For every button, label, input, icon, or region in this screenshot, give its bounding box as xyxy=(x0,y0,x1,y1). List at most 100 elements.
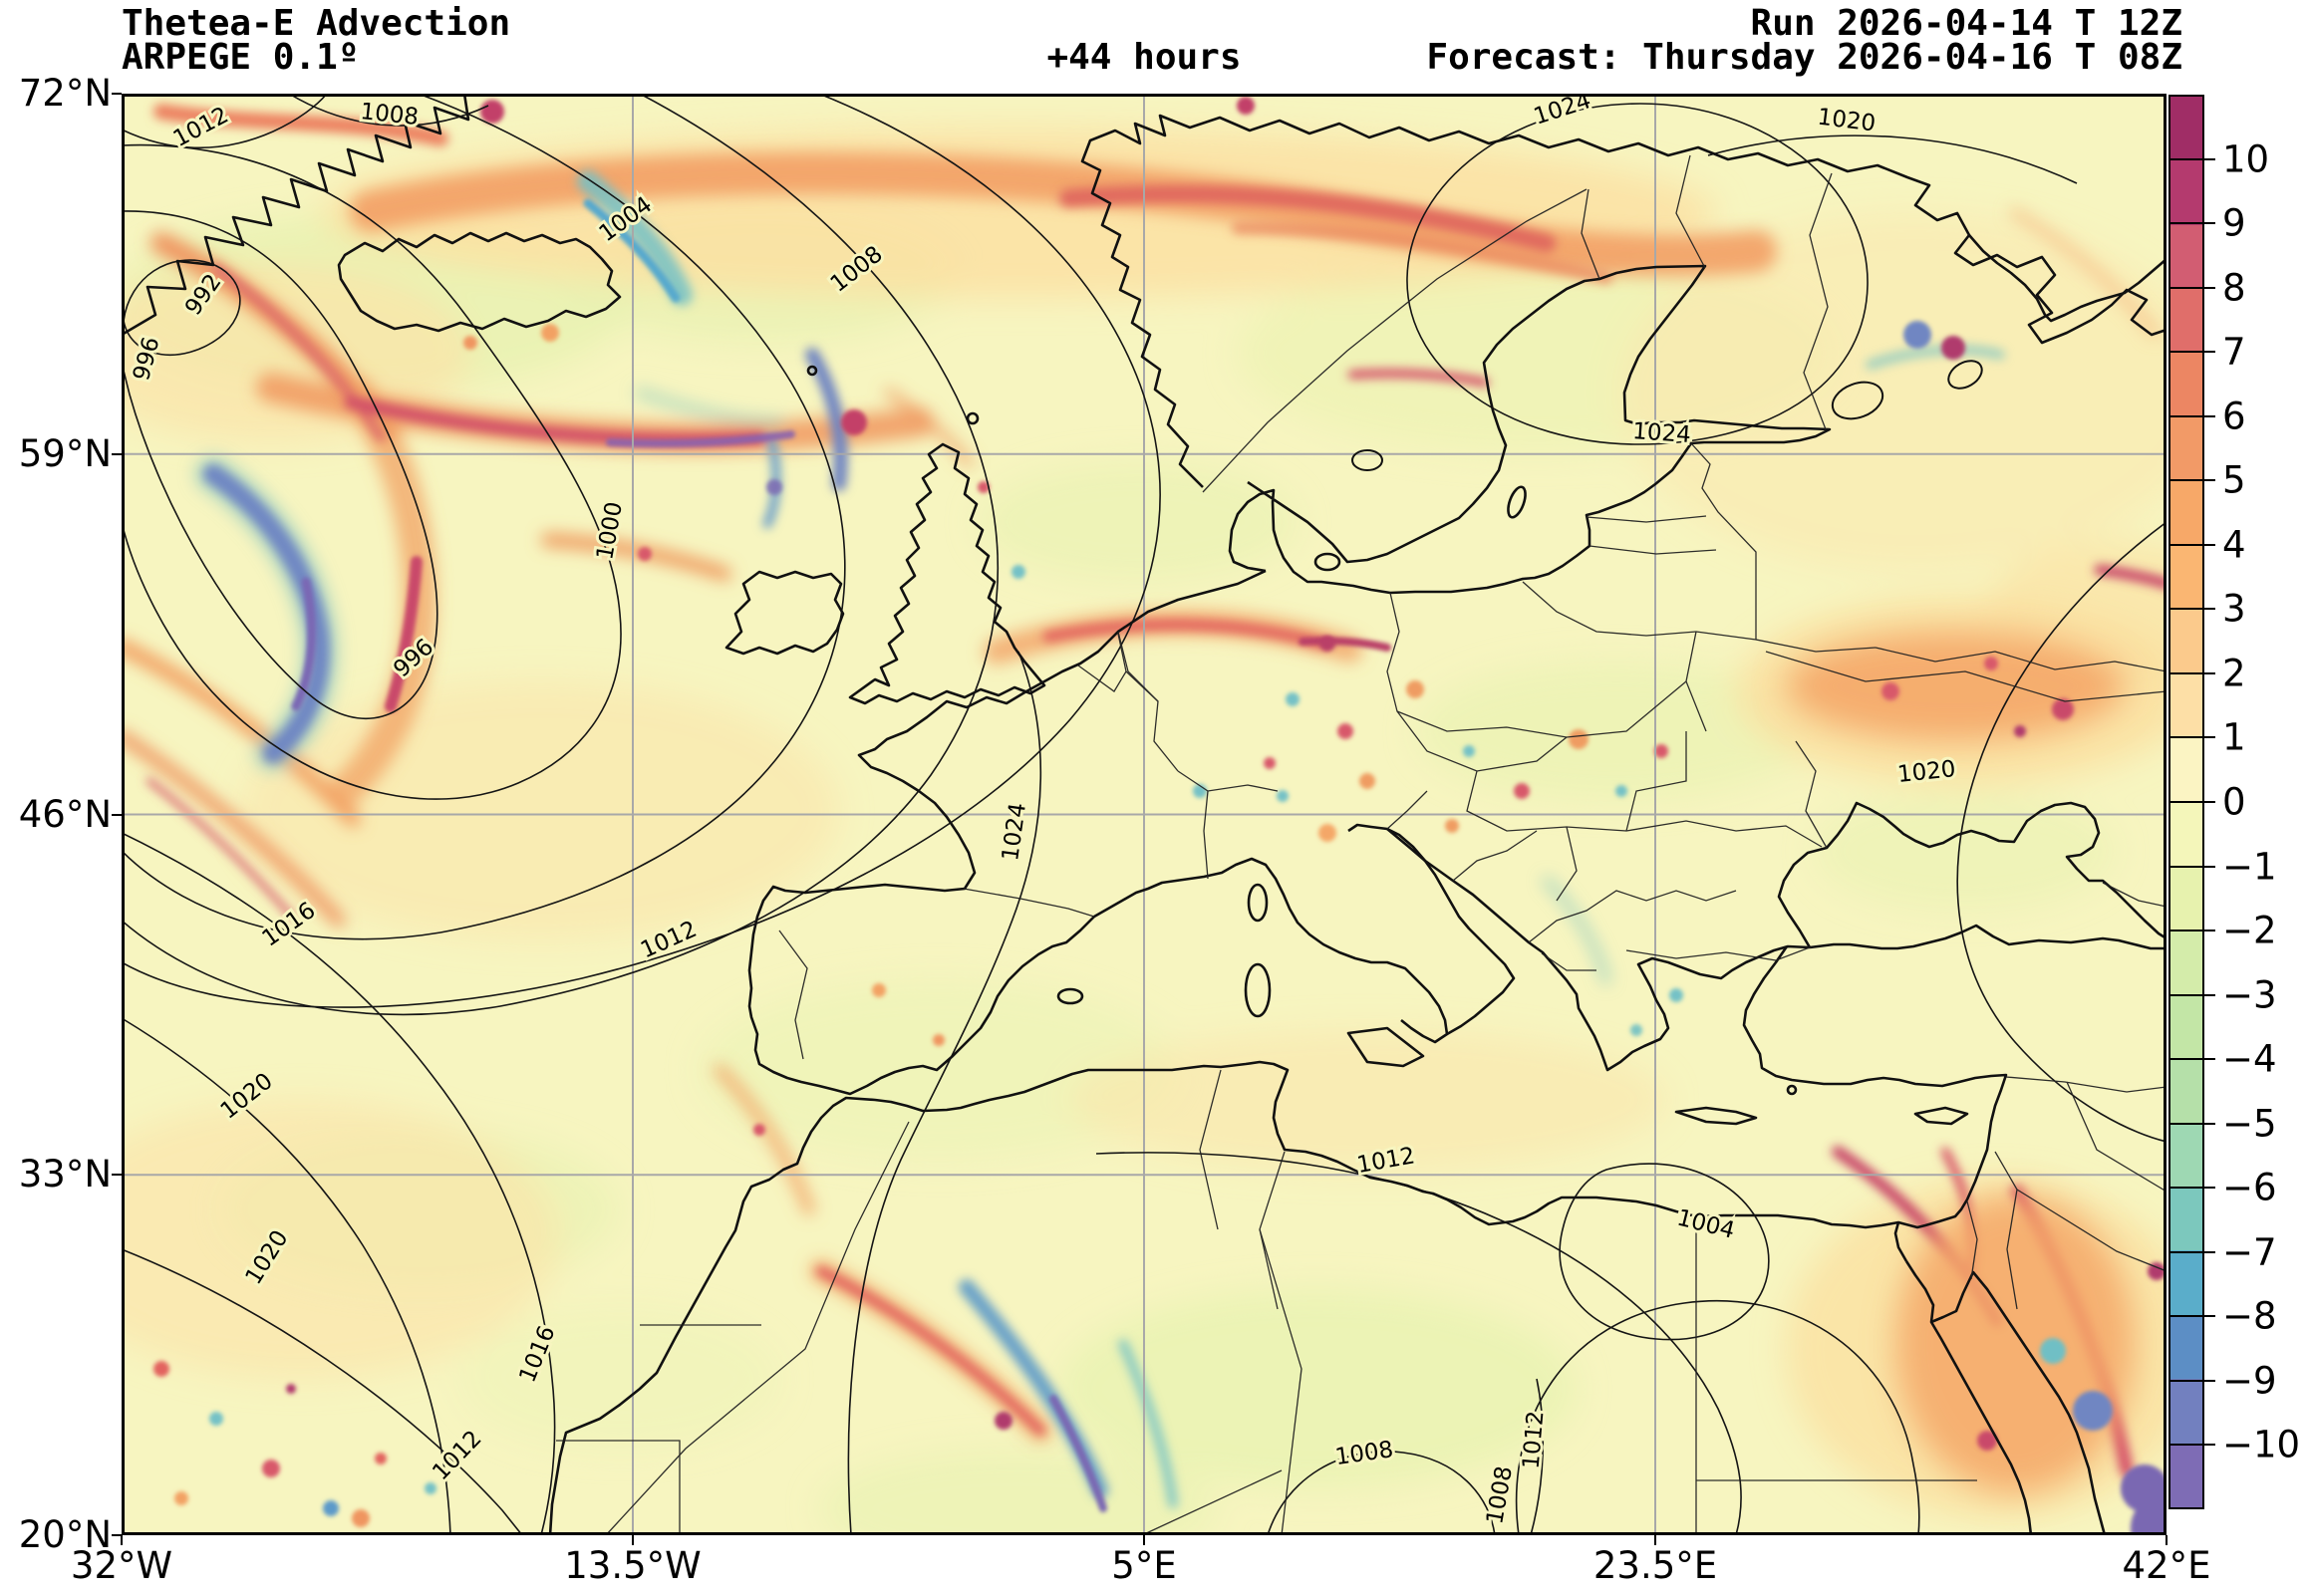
colorbar-segment xyxy=(2170,416,2202,482)
colorbar-tick-label: −9 xyxy=(2222,1359,2277,1403)
y-tick-label: 46°N xyxy=(18,792,112,836)
colorbar-tick-label: 6 xyxy=(2222,395,2246,438)
colorbar-segment xyxy=(2170,866,2202,931)
colorbar-tick-label: 5 xyxy=(2222,458,2246,502)
x-tick-label: 32°W xyxy=(70,1544,173,1587)
colorbar-tick-label: 3 xyxy=(2222,587,2246,631)
colorbar-tick-mark xyxy=(2168,801,2215,803)
colorbar-tick-mark xyxy=(2168,671,2215,674)
model-subtitle: ARPEGE 0.1º xyxy=(122,37,360,78)
graticule xyxy=(122,94,2167,1535)
colorbar-tick-mark xyxy=(2168,1187,2215,1190)
colorbar-tick-label: 2 xyxy=(2222,652,2246,695)
colorbar-segment xyxy=(2170,224,2202,290)
colorbar-tick-mark xyxy=(2168,479,2215,482)
colorbar-tick-mark xyxy=(2168,1058,2215,1061)
forecast-timestamp: Forecast: Thursday 2026-04-16 T 08Z xyxy=(1426,37,2182,78)
y-tick-label: 33°N xyxy=(18,1153,112,1197)
colorbar-segment xyxy=(2170,1058,2202,1123)
colorbar-segment xyxy=(2170,1443,2202,1507)
x-tick-label: 23.5°E xyxy=(1592,1544,1718,1587)
colorbar-tick-label: 7 xyxy=(2222,330,2246,374)
colorbar-tick-label: 10 xyxy=(2222,137,2270,181)
colorbar-segment xyxy=(2170,930,2202,995)
colorbar-tick-label: −1 xyxy=(2222,845,2277,889)
x-tick-label: 5°E xyxy=(1111,1544,1177,1587)
colorbar-tick-mark xyxy=(2168,157,2215,160)
colorbar-tick-mark xyxy=(2168,865,2215,868)
colorbar-segment xyxy=(2170,1122,2202,1188)
y-tick-label: 20°N xyxy=(18,1513,112,1556)
isobar-value-label: 1024 xyxy=(1631,418,1691,448)
advection-map-svg: 1012 100810041008992996996100010121016102… xyxy=(122,94,2167,1535)
colorbar-tick-mark xyxy=(2168,608,2215,611)
colorbar-tick-mark xyxy=(2168,1444,2215,1447)
colorbar-tick-label: 8 xyxy=(2222,266,2246,310)
colorbar-tick-label: −3 xyxy=(2222,973,2277,1017)
y-tick-label: 72°N xyxy=(18,72,112,115)
x-tick-mark xyxy=(2166,1535,2168,1545)
isobar-contours xyxy=(122,94,2167,1535)
colorbar-segment xyxy=(2170,609,2202,674)
colorbar-segment xyxy=(2170,994,2202,1059)
colorbar-segment xyxy=(2170,801,2202,867)
colorbar-segment xyxy=(2170,1314,2202,1380)
y-tick-mark xyxy=(112,813,122,816)
colorbar-segment xyxy=(2170,160,2202,225)
colorbar-tick-label: −2 xyxy=(2222,909,2277,952)
colorbar-tick-mark xyxy=(2168,543,2215,546)
colorbar-tick-label: −4 xyxy=(2222,1037,2277,1081)
lead-time-label: +44 hours xyxy=(1046,37,1242,78)
colorbar-tick-mark xyxy=(2168,1315,2215,1318)
x-tick-label: 42°E xyxy=(2122,1544,2211,1587)
map-border xyxy=(122,94,2167,1535)
x-tick-mark xyxy=(1654,1535,1656,1545)
y-tick-mark xyxy=(112,93,122,95)
x-tick-mark xyxy=(632,1535,634,1545)
x-tick-mark xyxy=(121,1535,123,1545)
colorbar-tick-label: 4 xyxy=(2222,523,2246,567)
colorbar-tick-mark xyxy=(2168,1250,2215,1253)
colorbar-segment xyxy=(2170,737,2202,802)
x-tick-mark xyxy=(1143,1535,1145,1545)
x-tick-label: 13.5°W xyxy=(564,1544,702,1587)
colorbar-tick-label: −10 xyxy=(2222,1423,2301,1466)
colorbar-segment xyxy=(2170,481,2202,546)
colorbar-tick-label: −7 xyxy=(2222,1230,2277,1274)
chart-title: Thetea-E Advection xyxy=(122,3,511,44)
map-canvas: 1012 1008 1004 1008 992 996 996 1000 1012 1016 102… xyxy=(122,94,2167,1535)
colorbar-tick-mark xyxy=(2168,930,2215,932)
colorbar-tick-label: −5 xyxy=(2222,1102,2277,1146)
y-tick-mark xyxy=(112,1174,122,1177)
isobar-value-label: 1012 xyxy=(1519,1410,1550,1470)
y-tick-label: 59°N xyxy=(18,431,112,475)
country-borders xyxy=(556,154,2167,1535)
run-timestamp: Run 2026-04-14 T 12Z xyxy=(1750,3,2182,44)
colorbar-tick-mark xyxy=(2168,414,2215,417)
colorbar-tick-label: −6 xyxy=(2222,1166,2277,1209)
colorbar-tick-label: 1 xyxy=(2222,715,2246,759)
colorbar-tick-mark xyxy=(2168,1122,2215,1125)
colorbar-tick-mark xyxy=(2168,351,2215,354)
coastlines xyxy=(122,94,2167,1535)
colorbar-segment xyxy=(2170,545,2202,610)
colorbar-segment xyxy=(2170,673,2202,738)
colorbar-segment xyxy=(2170,289,2202,354)
colorbar-tick-mark xyxy=(2168,286,2215,289)
colorbar-tick-mark xyxy=(2168,222,2215,225)
field-spots xyxy=(153,97,2167,1535)
colorbar-tick-label: 0 xyxy=(2222,780,2246,824)
y-tick-mark xyxy=(112,1534,122,1536)
colorbar-segment xyxy=(2170,1187,2202,1251)
colorbar-segment xyxy=(2170,1379,2202,1444)
colorbar-tick-mark xyxy=(2168,993,2215,996)
colorbar-segment xyxy=(2170,353,2202,417)
colorbar-tick-mark xyxy=(2168,736,2215,739)
colorbar-tick-label: 9 xyxy=(2222,201,2246,245)
colorbar-segment xyxy=(2170,1250,2202,1315)
colorbar-tick-label: −8 xyxy=(2222,1294,2277,1338)
y-tick-mark xyxy=(112,452,122,455)
colorbar-tick-mark xyxy=(2168,1379,2215,1382)
colorbar-segment xyxy=(2170,97,2202,161)
